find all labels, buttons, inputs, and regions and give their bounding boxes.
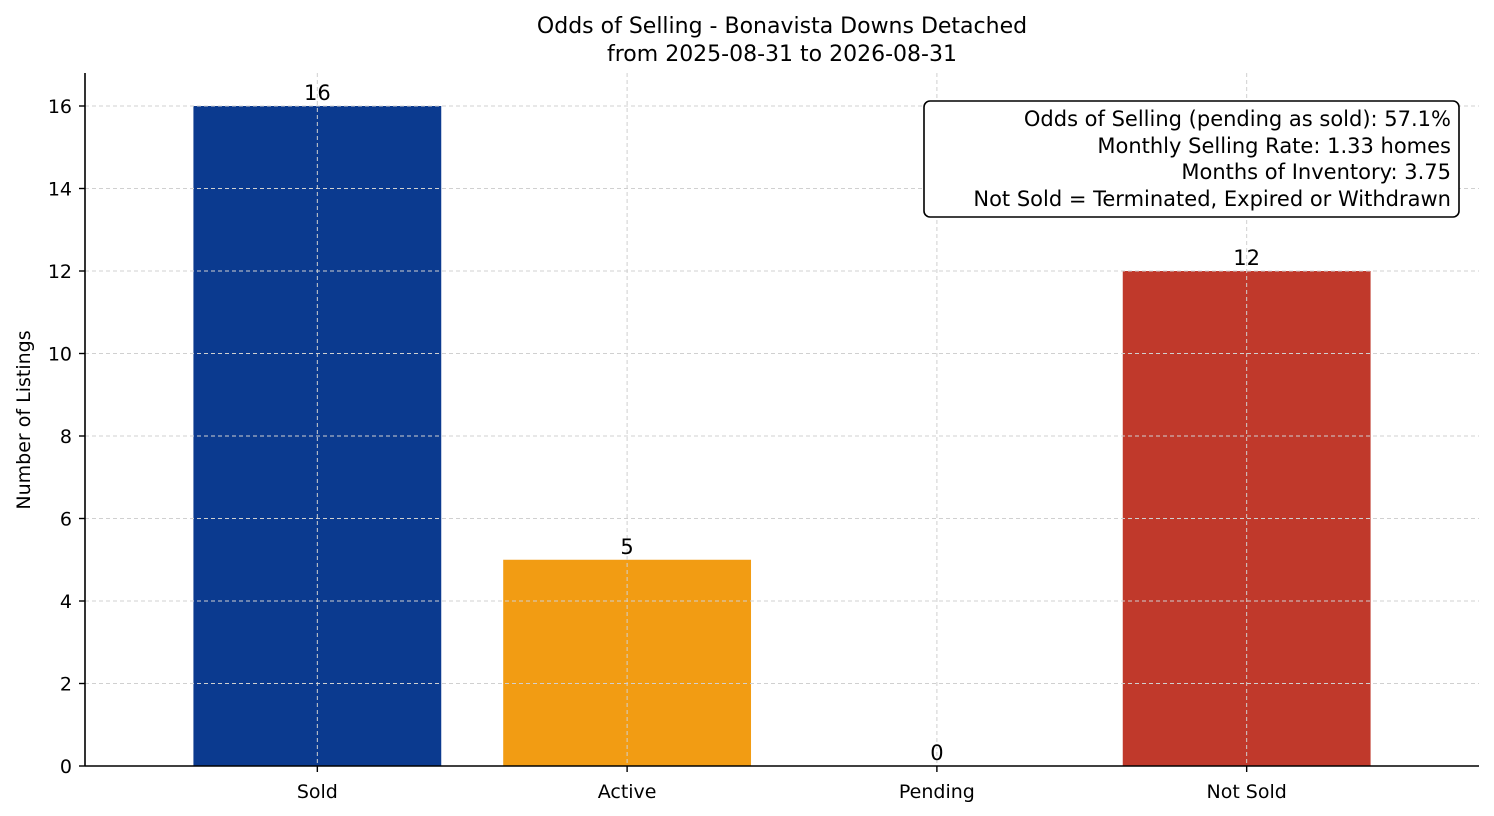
x-tick-label: Active bbox=[598, 781, 657, 803]
annotation-line: Months of Inventory: 3.75 bbox=[1181, 160, 1451, 184]
data-labels: 16 5 0 12 bbox=[304, 81, 1260, 765]
y-ticks: 0 2 4 6 8 10 12 14 16 bbox=[48, 96, 85, 778]
y-tick-label: 8 bbox=[60, 426, 72, 448]
grid bbox=[85, 73, 1479, 767]
chart-title: Odds of Selling - Bonavista Downs Detach… bbox=[537, 14, 1027, 39]
x-tick-label: Pending bbox=[899, 781, 975, 803]
y-tick-label: 4 bbox=[60, 591, 72, 613]
y-tick-label: 14 bbox=[48, 179, 72, 201]
y-tick-label: 2 bbox=[60, 674, 72, 696]
annotation-box: Odds of Selling (pending as sold): 57.1%… bbox=[923, 100, 1460, 218]
x-tick-label: Sold bbox=[297, 781, 338, 803]
annotation-line: Not Sold = Terminated, Expired or Withdr… bbox=[973, 187, 1451, 211]
y-tick-label: 0 bbox=[60, 756, 72, 778]
data-label: 5 bbox=[620, 535, 633, 559]
y-axis-label: Number of Listings bbox=[13, 330, 35, 509]
y-tick-label: 10 bbox=[48, 344, 72, 366]
y-tick-label: 6 bbox=[60, 509, 72, 531]
data-label: 16 bbox=[304, 81, 331, 105]
chart-subtitle: from 2025-08-31 to 2026-08-31 bbox=[607, 42, 957, 67]
data-label: 12 bbox=[1233, 246, 1260, 270]
annotation-line: Odds of Selling (pending as sold): 57.1% bbox=[1024, 107, 1451, 131]
data-label: 0 bbox=[930, 741, 943, 765]
y-tick-label: 12 bbox=[48, 261, 72, 283]
x-tick-label: Not Sold bbox=[1206, 781, 1286, 803]
y-tick-label: 16 bbox=[48, 96, 72, 118]
annotation-frame bbox=[923, 100, 1460, 218]
x-ticks: Sold Active Pending Not Sold bbox=[297, 766, 1287, 803]
annotation-line: Monthly Selling Rate: 1.33 homes bbox=[1097, 134, 1451, 158]
